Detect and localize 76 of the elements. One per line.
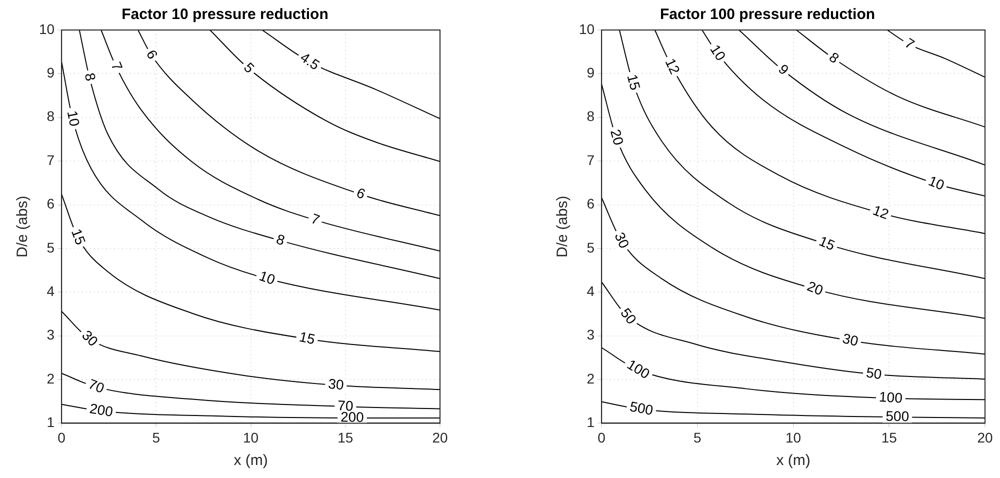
y-tick-label: 8: [586, 108, 595, 124]
y-tick-label: 2: [46, 370, 55, 386]
annotation: 7: [108, 60, 126, 74]
x-tick-label: 15: [338, 429, 354, 446]
annotation: 50: [865, 364, 883, 382]
line-series: [886, 30, 985, 78]
x-axis-title: x (m): [776, 452, 810, 470]
annotation: 30: [841, 330, 860, 350]
x-tick-label: 0: [58, 429, 66, 446]
line-series: [262, 30, 440, 120]
annotation: 10: [926, 172, 947, 194]
annotation: 7: [902, 34, 918, 52]
y-tick-label: 8: [46, 108, 55, 124]
y-tick-label: 3: [46, 326, 55, 343]
annotation: 10: [707, 42, 730, 64]
annotation: 10: [257, 267, 278, 288]
line-series: [209, 30, 440, 162]
y-tick-label: 7: [46, 152, 55, 168]
annotation: 15: [68, 226, 90, 247]
annotation: 20: [607, 128, 628, 147]
annotation: 8: [274, 230, 288, 248]
annotation: 12: [662, 56, 684, 77]
x-tick-label: 5: [694, 429, 702, 446]
line-series: [654, 30, 985, 234]
annotation: 10: [64, 109, 84, 128]
annotation: 6: [354, 184, 368, 202]
x-tick-label: 15: [881, 429, 898, 446]
annotation: 20: [804, 278, 826, 298]
x-tick-label: 0: [598, 429, 606, 446]
annotation: 9: [775, 60, 792, 78]
annotation: 4.5: [298, 48, 323, 74]
x-tick-label: 20: [977, 429, 993, 446]
annotation: 6: [143, 47, 162, 62]
annotation: 30: [79, 326, 102, 350]
y-tick-label: 6: [586, 196, 595, 212]
annotation: 15: [816, 232, 838, 254]
y-tick-label: 4: [586, 282, 595, 299]
annotation: 30: [612, 230, 633, 251]
annotation: 15: [624, 72, 644, 92]
line-series: [738, 30, 985, 166]
y-tick-label: 6: [46, 196, 55, 212]
y-axis-title: D/e (abs): [554, 196, 572, 258]
annotation: 8: [826, 48, 842, 66]
y-tick-label: 10: [38, 20, 55, 37]
annotation: 70: [86, 376, 107, 396]
line-series: [602, 197, 985, 355]
y-tick-label: 1: [46, 414, 55, 430]
line-series: [100, 30, 440, 252]
x-tick-label: 20: [432, 429, 448, 446]
y-tick-label: 2: [586, 370, 595, 386]
x-tick-label: 10: [242, 429, 259, 446]
y-tick-label: 9: [46, 64, 55, 81]
annotation: 8: [82, 71, 100, 83]
y-tick-label: 4: [46, 282, 55, 299]
annotation: 15: [298, 328, 317, 348]
annotation: 50: [618, 304, 640, 328]
line-series: [702, 30, 985, 197]
line-series: [796, 30, 985, 128]
y-tick-label: 3: [586, 326, 595, 343]
annotation: 7: [309, 210, 322, 228]
y-tick-label: 1: [586, 414, 595, 430]
y-tick-label: 9: [586, 64, 595, 81]
chart-title: Factor 100 pressure reduction: [660, 6, 876, 24]
annotation: 12: [870, 202, 892, 222]
y-tick-label: 5: [586, 239, 595, 256]
chart-title: Factor 10 pressure reduction: [122, 6, 328, 24]
x-tick-label: 10: [785, 429, 802, 446]
y-tick-label: 7: [586, 152, 595, 168]
annotation: 100: [624, 356, 653, 382]
y-tick-label: 10: [578, 20, 595, 37]
annotation: 100: [878, 388, 904, 406]
annotation: 5: [240, 59, 258, 76]
y-axis-title: D/e (abs): [14, 196, 32, 258]
x-axis-title: x (m): [234, 452, 268, 470]
y-tick-label: 5: [46, 239, 55, 256]
x-tick-label: 5: [152, 429, 160, 446]
